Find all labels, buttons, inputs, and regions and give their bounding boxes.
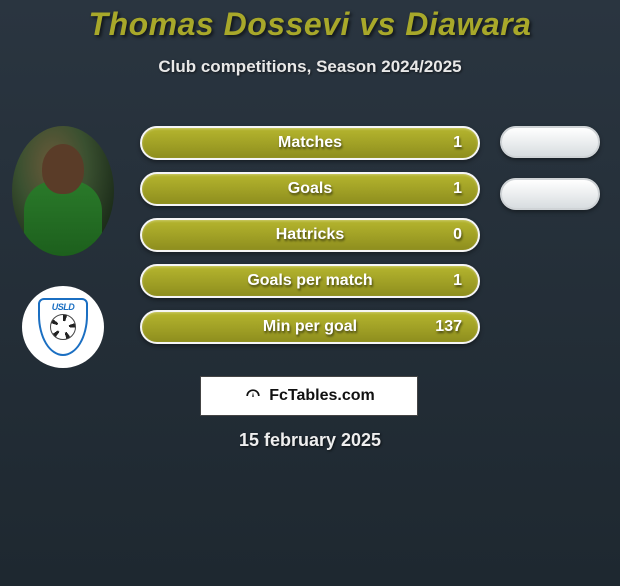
stat-label: Matches (158, 134, 432, 152)
stats-list: Matches 1 Goals 1 Hattricks 0 Goals per … (140, 126, 480, 356)
stat-value: 1 (432, 180, 462, 198)
stat-row-hattricks: Hattricks 0 (140, 218, 480, 252)
stat-value: 1 (432, 134, 462, 152)
speed-gauge-icon (243, 386, 263, 406)
stat-value: 0 (432, 226, 462, 244)
club-badge: USLD (22, 286, 104, 368)
stat-row-matches: Matches 1 (140, 126, 480, 160)
stat-value: 1 (432, 272, 462, 290)
stat-row-mpg: Min per goal 137 (140, 310, 480, 344)
snapshot-date: 15 february 2025 (0, 430, 620, 451)
club-shield-icon: USLD (38, 298, 88, 356)
brand-link[interactable]: FcTables.com (200, 376, 418, 416)
blank-pill (500, 126, 600, 158)
stat-label: Hattricks (158, 226, 432, 244)
page-title: Thomas Dossevi vs Diawara (0, 6, 620, 43)
stat-value: 137 (432, 318, 462, 336)
player-avatar (12, 126, 114, 256)
stat-row-gpm: Goals per match 1 (140, 264, 480, 298)
right-blank-pills (490, 126, 610, 230)
club-abbrev: USLD (52, 302, 75, 312)
stat-label: Goals per match (158, 272, 432, 290)
stat-row-goals: Goals 1 (140, 172, 480, 206)
left-avatars: USLD (8, 126, 118, 368)
stat-label: Goals (158, 180, 432, 198)
blank-pill (500, 178, 600, 210)
soccer-ball-icon (50, 314, 76, 340)
season-subtitle: Club competitions, Season 2024/2025 (0, 57, 620, 77)
stat-label: Min per goal (158, 318, 432, 336)
brand-label: FcTables.com (269, 387, 375, 405)
